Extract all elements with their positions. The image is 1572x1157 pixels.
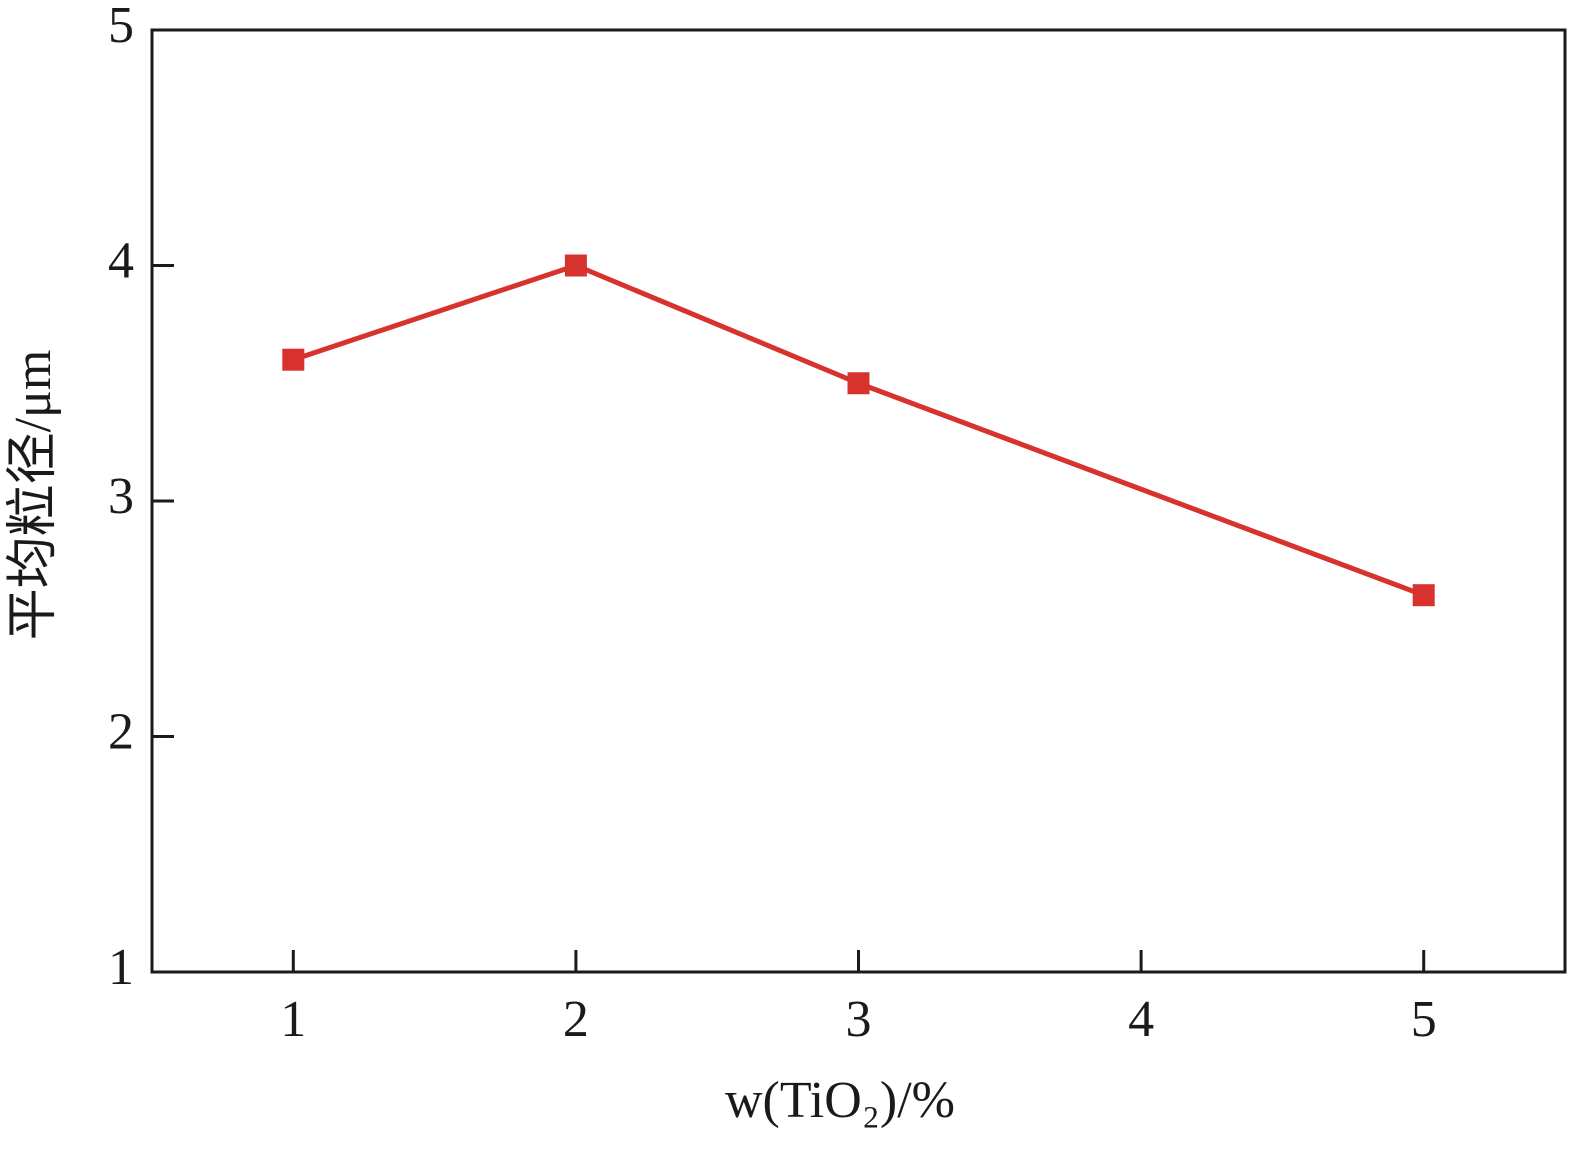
x-tick-label: 1 xyxy=(280,991,306,1048)
data-point xyxy=(564,254,587,277)
series-line xyxy=(292,262,1425,598)
data-point xyxy=(282,348,305,371)
y-tick-label: 2 xyxy=(108,703,134,760)
y-tick-label: 5 xyxy=(108,0,134,54)
data-point xyxy=(1412,584,1435,607)
y-tick-label: 3 xyxy=(108,468,134,525)
y-tick-label: 1 xyxy=(108,939,134,996)
plot-frame xyxy=(150,28,1567,974)
x-tick-label: 4 xyxy=(1128,991,1154,1048)
x-tick-label: 3 xyxy=(846,991,872,1048)
y-axis-label: 平均粒径/μm xyxy=(5,350,62,641)
x-tick-label: 2 xyxy=(563,991,589,1048)
x-tick-label: 5 xyxy=(1411,991,1437,1048)
y-tick-label: 4 xyxy=(108,232,134,289)
x-axis-label: w(TiO₂)/% xyxy=(725,1072,955,1129)
data-point xyxy=(847,372,870,395)
